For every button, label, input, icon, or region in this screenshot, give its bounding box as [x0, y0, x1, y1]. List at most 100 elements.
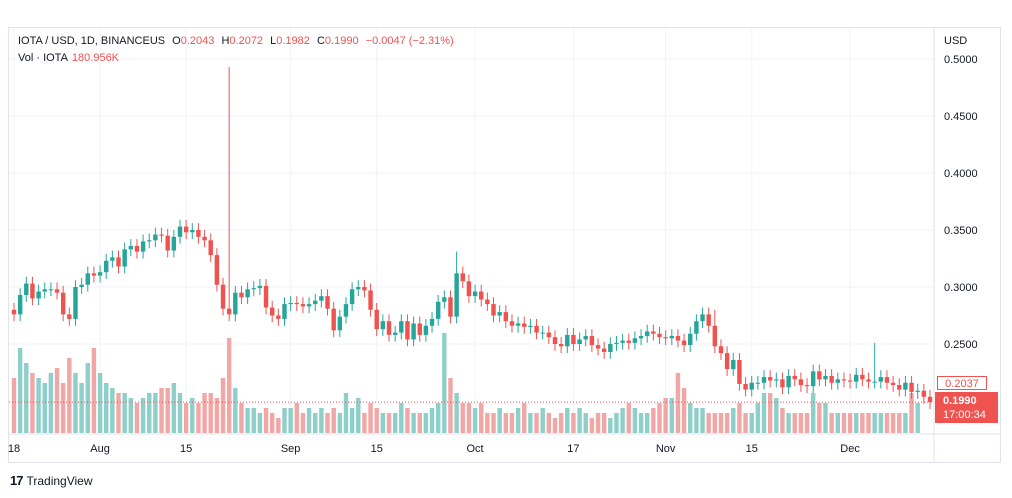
tradingview-logo[interactable]: 17 TradingView [10, 473, 93, 488]
candle-body [675, 336, 681, 341]
candle-body [810, 371, 816, 387]
candle-body [890, 382, 896, 386]
volume-bar [202, 393, 207, 433]
candle-body [681, 340, 687, 346]
volume-bar [540, 408, 545, 433]
candle-body [116, 257, 121, 267]
candle-body [423, 325, 429, 335]
volume-bar [706, 413, 711, 433]
volume-bar [503, 413, 509, 433]
volume-bar [276, 418, 281, 433]
candle-body [282, 304, 287, 319]
y-tick-label: 0.3000 [944, 282, 978, 294]
volume-bar [817, 403, 822, 433]
candle-body [921, 390, 927, 397]
candle-body [435, 301, 441, 319]
volume-bar [337, 413, 343, 433]
volume-bar [663, 398, 668, 433]
candle-body [122, 249, 127, 267]
volume-bar [638, 413, 644, 433]
volume-bar [362, 413, 367, 433]
volume-bar [675, 373, 681, 433]
candle-body [515, 323, 521, 326]
candle-body [294, 302, 300, 305]
candle-body [349, 289, 355, 305]
candle-body [306, 304, 312, 307]
candle-body [565, 334, 570, 347]
volume-bar [165, 388, 170, 433]
volume-bar [571, 413, 576, 433]
volume-bar [226, 338, 232, 433]
candle-body [442, 297, 447, 302]
candle-body [479, 291, 484, 300]
candle-body [466, 281, 472, 297]
volume-bar [263, 408, 269, 433]
logo-text: TradingView [26, 473, 93, 488]
volume-bar [122, 393, 127, 433]
volume-bar [159, 388, 164, 433]
volume-bar [349, 408, 355, 433]
volume-bar [153, 393, 158, 433]
volume-bar [11, 378, 17, 433]
symbol-label[interactable]: IOTA / USD, 1D, BINANCEUS [18, 35, 166, 47]
volume-bar [718, 413, 724, 433]
high-label: H [221, 35, 230, 47]
candle-body [331, 308, 336, 331]
candle-body [386, 321, 392, 335]
volume-bar [460, 403, 465, 433]
volume-bar [423, 413, 429, 433]
candle-body [337, 316, 343, 331]
volume-bar [829, 413, 834, 433]
candle-body [202, 236, 207, 241]
volume-bar [239, 403, 244, 433]
volume-bar [644, 413, 650, 433]
candle-body [884, 377, 890, 383]
candle-body [245, 289, 250, 298]
last-price-badge: 0.1990 17:00:34 [935, 392, 998, 423]
volume-bar [331, 408, 336, 433]
volume-bar [854, 413, 859, 433]
y-tick-label: 0.4500 [944, 111, 978, 123]
volume-bar [860, 413, 865, 433]
candle-body [356, 287, 361, 290]
candle-body [644, 331, 650, 337]
candle-body [731, 359, 736, 370]
candle-body [712, 325, 718, 347]
candle-body [823, 375, 828, 380]
candle-body [903, 382, 908, 390]
volume-bar [620, 408, 625, 433]
x-tick-label: 15 [746, 443, 758, 455]
volume-bar [79, 383, 84, 433]
volume-bar [140, 398, 146, 433]
candle-body [165, 235, 170, 251]
volume-bar [909, 393, 914, 433]
volume-bar [884, 413, 890, 433]
volume-bar [104, 383, 109, 433]
x-tick-label: Aug [90, 443, 110, 455]
candle-body [804, 385, 810, 387]
candle-body [300, 304, 306, 307]
volume-bar [798, 413, 804, 433]
candle-body [448, 297, 453, 317]
volume-bar [374, 408, 379, 433]
volume-bar [214, 398, 220, 433]
currency-label[interactable]: USD [944, 35, 968, 47]
volume-bar [116, 393, 121, 433]
volume-bar [60, 383, 66, 433]
candle-body [171, 236, 177, 251]
candle-body [343, 304, 349, 317]
volume-bar [522, 403, 527, 433]
candle-body [509, 321, 515, 326]
high-value: 0.2072 [229, 35, 264, 47]
candle-body [897, 385, 902, 390]
candle-body [632, 338, 638, 343]
volume-bar [196, 403, 201, 433]
candle-body [927, 396, 933, 403]
candle-body [97, 272, 103, 276]
volume-bar [454, 393, 459, 433]
volume-bar [356, 398, 361, 433]
candle-body [263, 285, 269, 308]
volume-bar [42, 383, 47, 433]
volume-bar [724, 413, 730, 433]
